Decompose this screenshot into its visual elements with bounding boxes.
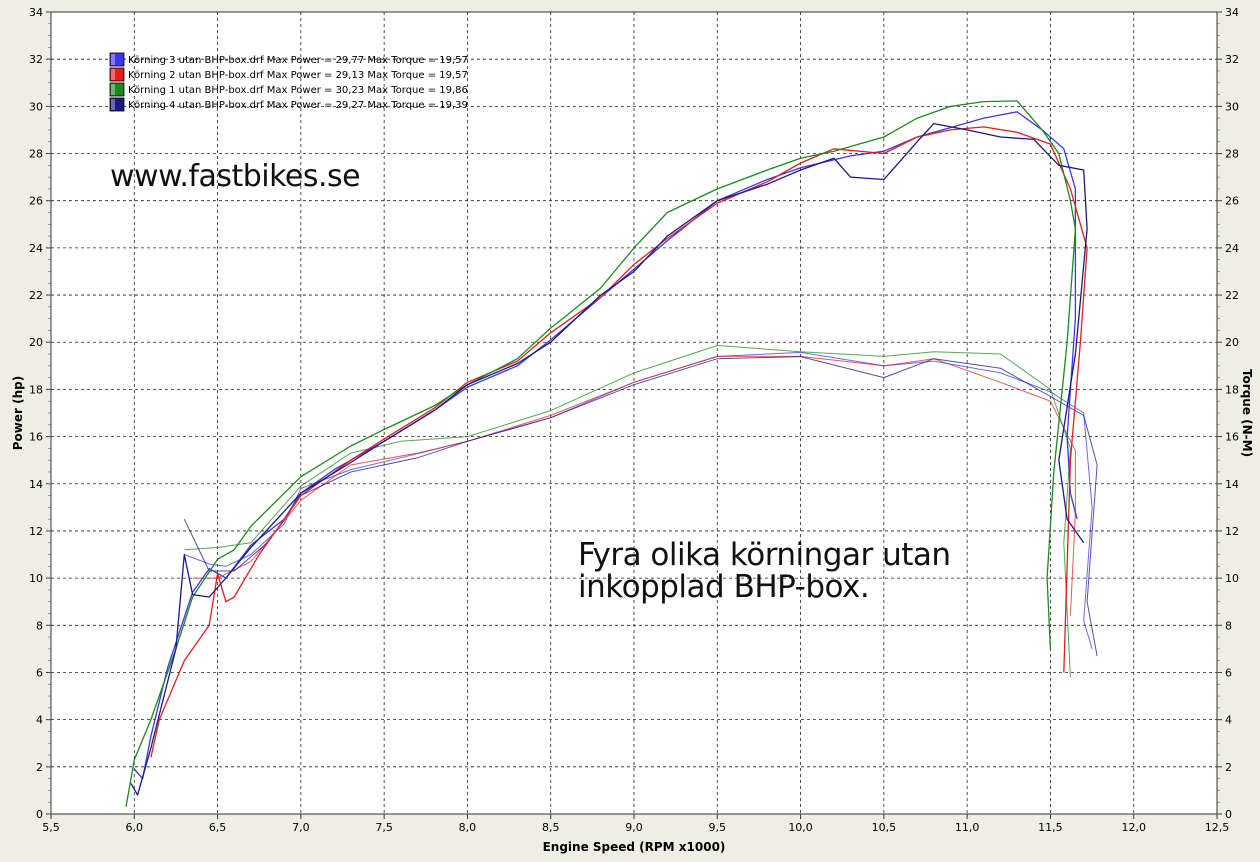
y2-tick-label: 2	[1225, 761, 1232, 774]
x-tick-label: 8,0	[459, 821, 477, 834]
x-tick-label: 6,5	[209, 821, 227, 834]
annotation-line-1: Fyra olika körningar utan	[578, 537, 951, 573]
y-tick-label: 22	[29, 289, 43, 302]
x-tick-label: 11,5	[1038, 821, 1063, 834]
y-tick-label: 32	[29, 53, 43, 66]
y-tick-label: 24	[29, 242, 43, 255]
y-tick-label: 26	[29, 195, 43, 208]
legend-swatch	[109, 97, 125, 112]
y-tick-label: 12	[29, 525, 43, 538]
y-tick-label: 16	[29, 431, 43, 444]
x-tick-label: 10,5	[872, 821, 897, 834]
y2-tick-label: 18	[1225, 383, 1239, 396]
legend-swatch-highlight	[111, 69, 115, 80]
y2-tick-label: 24	[1225, 242, 1239, 255]
y-tick-label: 28	[29, 148, 43, 161]
y2-tick-label: 6	[1225, 666, 1232, 679]
series-layer	[125, 100, 1098, 808]
power-line-series-2	[150, 126, 1088, 758]
power-line-series-3	[125, 100, 1077, 808]
y-tick-label: 34	[29, 6, 43, 19]
y-tick-label: 8	[36, 619, 43, 632]
x-tick-label: 5,5	[42, 821, 60, 834]
x-tick-label: 12,0	[1121, 821, 1146, 834]
x-axis-ticks: 5,5 6,0 6,5 7,0 7,5 8,0 8,5 9,0 9,5 10,0 10,5 11,0 1…	[42, 814, 1229, 834]
legend-swatch	[109, 82, 125, 97]
legend-swatch-highlight	[111, 84, 115, 95]
y2-axis-label: Torque (N-M)	[1240, 369, 1254, 457]
torque-line-series-3	[184, 345, 1071, 678]
legend-label: Körning 4 utan BHP-box.drf Max Power = 2…	[128, 100, 468, 111]
y-tick-label: 20	[29, 336, 43, 349]
y-tick-label: 6	[36, 666, 43, 679]
y-tick-label: 10	[29, 572, 43, 585]
y2-tick-label: 28	[1225, 148, 1239, 161]
legend: Körning 3 utan BHP-box.drf Max Power = 2…	[109, 52, 468, 112]
torque-line-series-2	[192, 355, 1076, 616]
y2-tick-label: 10	[1225, 572, 1239, 585]
y2-tick-label: 4	[1225, 714, 1232, 727]
annotation-line-2: inkopplad BHP-box.	[578, 569, 869, 605]
legend-swatch	[109, 67, 125, 82]
y2-tick-label: 34	[1225, 6, 1239, 19]
y-tick-label: 14	[29, 478, 43, 491]
y-axis-label: Power (hp)	[11, 376, 25, 450]
y2-tick-label: 12	[1225, 525, 1239, 538]
x-tick-label: 9,5	[709, 821, 727, 834]
x-tick-label: 8,5	[542, 821, 560, 834]
legend-swatch-highlight	[111, 54, 115, 65]
y-tick-label: 4	[36, 714, 43, 727]
y-tick-label: 30	[29, 100, 43, 113]
y-tick-label: 18	[29, 383, 43, 396]
y2-tick-label: 0	[1225, 808, 1232, 821]
legend-label: Körning 3 utan BHP-box.drf Max Power = 2…	[128, 55, 468, 66]
watermark-text: www.fastbikes.se	[110, 159, 360, 194]
y2-tick-label: 8	[1225, 619, 1232, 632]
y2-tick-label: 32	[1225, 53, 1239, 66]
y2-tick-label: 20	[1225, 336, 1239, 349]
y-tick-label: 0	[36, 808, 43, 821]
x-axis-label: Engine Speed (RPM x1000)	[543, 840, 726, 854]
x-tick-label: 7,5	[375, 821, 393, 834]
x-tick-label: 7,0	[292, 821, 310, 834]
y2-tick-label: 30	[1225, 100, 1239, 113]
y2-tick-label: 26	[1225, 195, 1239, 208]
x-tick-label: 6,0	[126, 821, 144, 834]
legend-swatch	[109, 52, 125, 67]
x-tick-label: 12,5	[1205, 821, 1230, 834]
legend-swatch-highlight	[111, 99, 115, 110]
y-tick-label: 2	[36, 761, 43, 774]
x-tick-label: 10,0	[788, 821, 813, 834]
power-line-series-1	[133, 111, 1078, 780]
legend-label: Körning 2 utan BHP-box.drf Max Power = 2…	[128, 70, 468, 81]
x-tick-label: 11,0	[955, 821, 980, 834]
power-line-series-4	[130, 122, 1088, 796]
y2-tick-label: 16	[1225, 431, 1239, 444]
y2-tick-label: 14	[1225, 478, 1239, 491]
x-tick-label: 9,0	[625, 821, 643, 834]
grid-lines	[51, 12, 1217, 814]
legend-label: Körning 1 utan BHP-box.drf Max Power = 3…	[128, 85, 468, 96]
y2-tick-label: 22	[1225, 289, 1239, 302]
